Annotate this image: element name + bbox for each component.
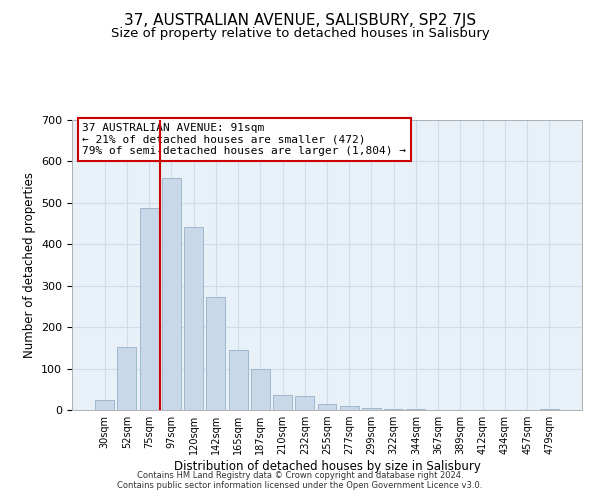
X-axis label: Distribution of detached houses by size in Salisbury: Distribution of detached houses by size … [173, 460, 481, 473]
Bar [317, 404, 337, 410]
Text: 37, AUSTRALIAN AVENUE, SALISBURY, SP2 7JS: 37, AUSTRALIAN AVENUE, SALISBURY, SP2 7J… [124, 12, 476, 28]
Bar [118, 347, 136, 410]
Bar [384, 409, 403, 410]
Text: 37 AUSTRALIAN AVENUE: 91sqm
← 21% of detached houses are smaller (472)
79% of se: 37 AUSTRALIAN AVENUE: 91sqm ← 21% of det… [82, 123, 406, 156]
Bar [540, 409, 559, 410]
Bar [340, 406, 359, 410]
Bar [95, 400, 114, 410]
Bar [273, 394, 292, 410]
Bar [295, 396, 314, 410]
Y-axis label: Number of detached properties: Number of detached properties [23, 172, 35, 358]
Bar [162, 178, 181, 410]
Bar [184, 227, 203, 410]
Bar [229, 350, 248, 410]
Bar [140, 208, 158, 410]
Text: Size of property relative to detached houses in Salisbury: Size of property relative to detached ho… [110, 28, 490, 40]
Bar [406, 409, 425, 410]
Bar [251, 370, 270, 410]
Text: Contains HM Land Registry data © Crown copyright and database right 2024.
Contai: Contains HM Land Registry data © Crown c… [118, 470, 482, 490]
Bar [206, 297, 225, 410]
Bar [362, 408, 381, 410]
